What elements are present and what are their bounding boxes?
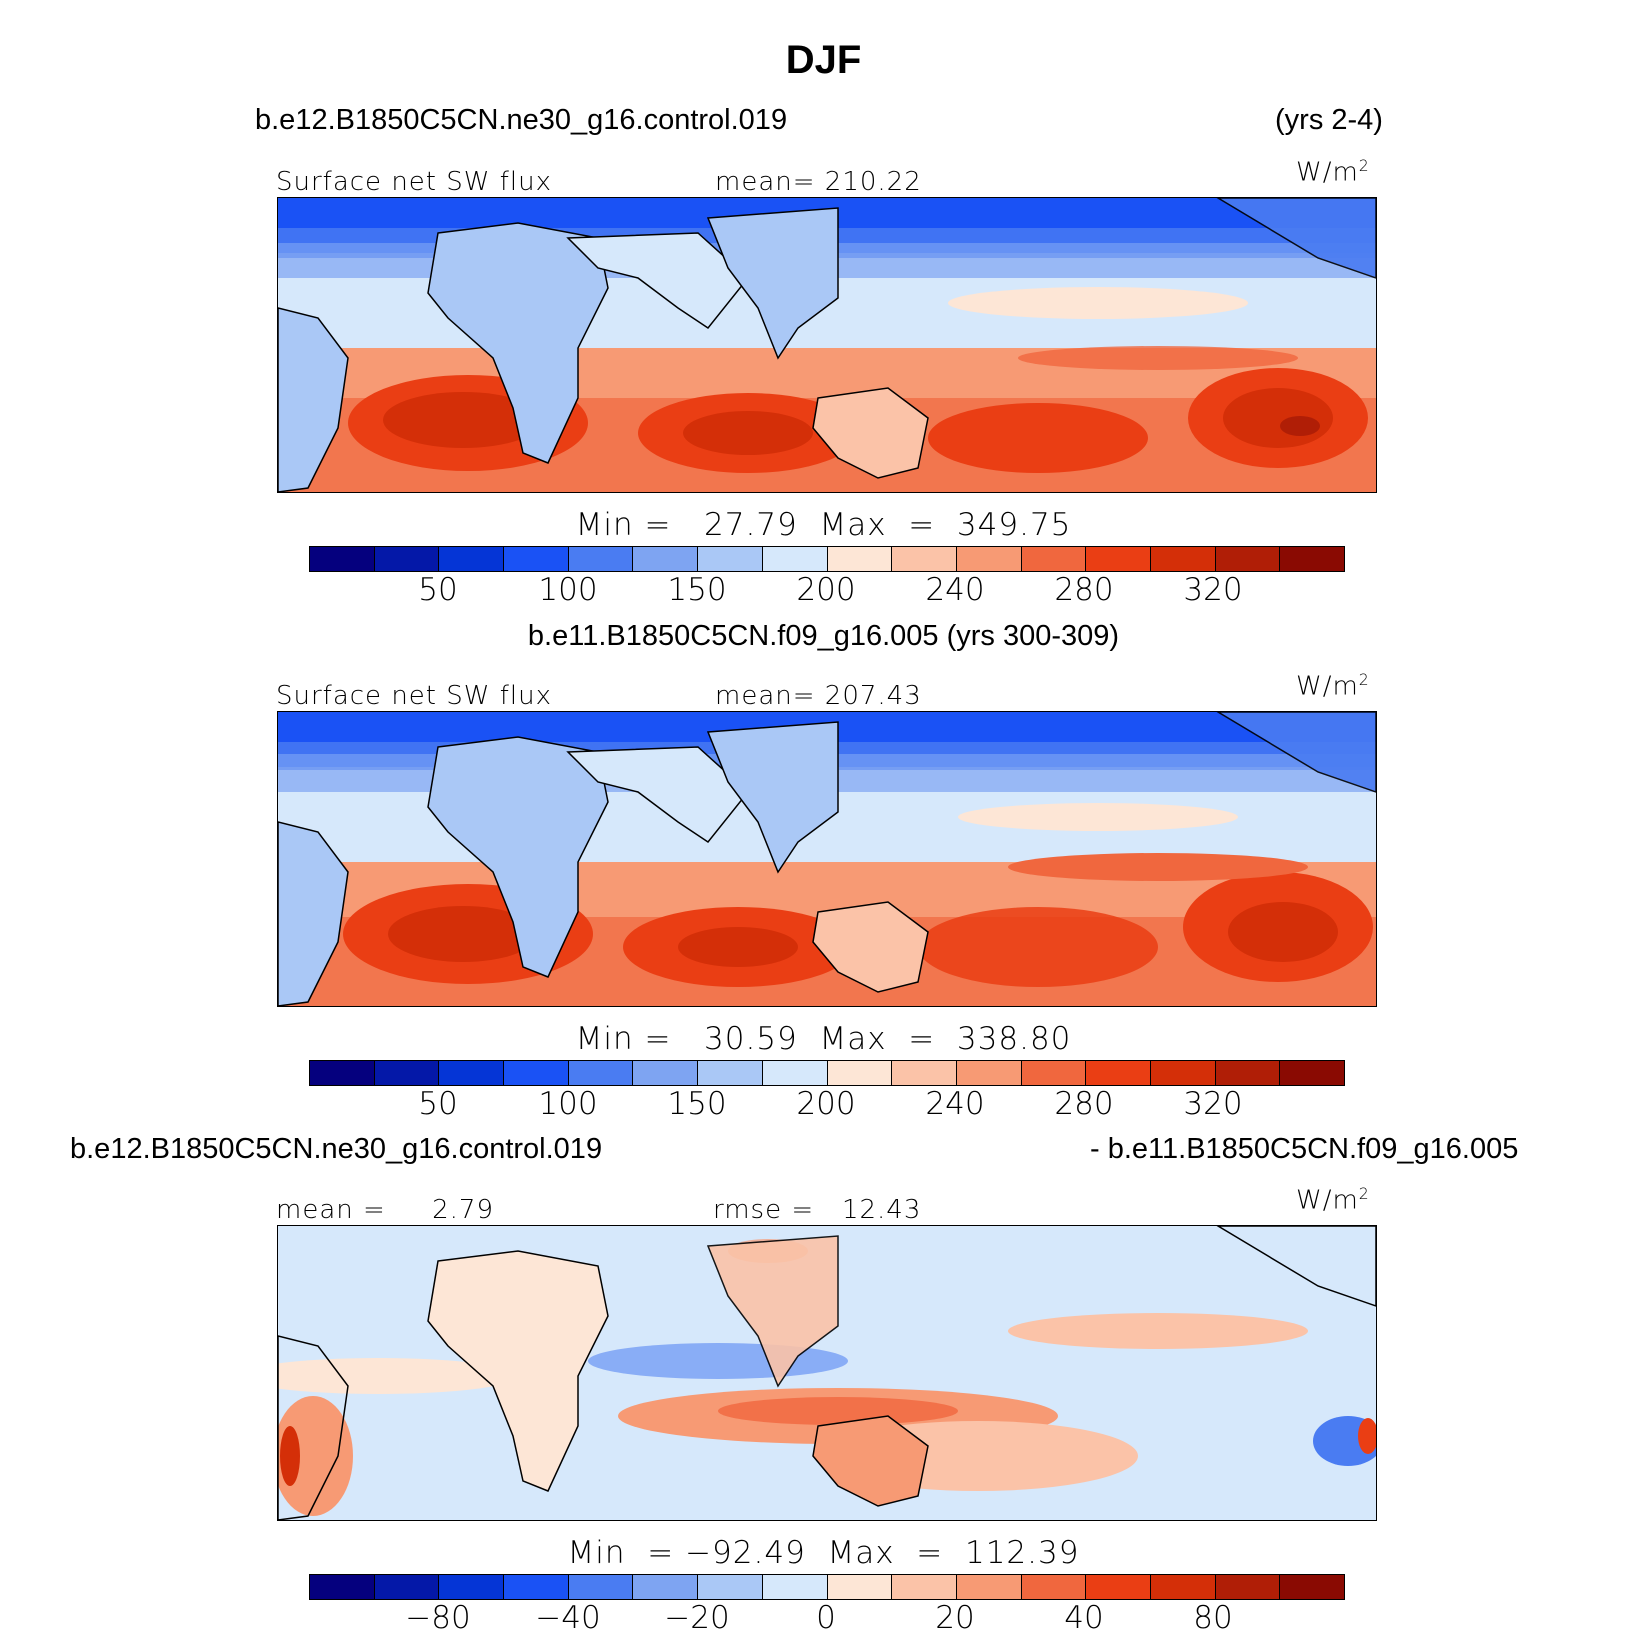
colorbar-tick: 50 bbox=[418, 572, 458, 608]
panel2-variable: Surface net SW flux bbox=[276, 681, 552, 711]
colorbar-swatch bbox=[504, 1575, 569, 1599]
colorbar-tick: 40 bbox=[1064, 1600, 1104, 1636]
panel1-map bbox=[277, 197, 1377, 493]
colorbar-swatch bbox=[374, 547, 440, 571]
case1-years: (yrs 2-4) bbox=[1275, 104, 1383, 136]
panel3-colorbar bbox=[309, 1574, 1345, 1600]
panel1-mean: mean= 210.22 bbox=[715, 167, 922, 197]
diff-case-right: - b.e11.B1850C5CN.f09_g16.005 bbox=[1090, 1133, 1519, 1165]
colorbar-swatch bbox=[956, 1061, 1022, 1085]
colorbar-swatch bbox=[439, 1061, 505, 1085]
colorbar-swatch bbox=[1280, 1575, 1344, 1599]
colorbar-swatch bbox=[310, 1575, 375, 1599]
panel1-units: W/m2 bbox=[1296, 157, 1370, 188]
colorbar-swatch bbox=[1086, 1575, 1151, 1599]
colorbar-swatch bbox=[762, 1575, 828, 1599]
colorbar-swatch bbox=[504, 547, 569, 571]
colorbar-swatch bbox=[439, 1575, 505, 1599]
colorbar-swatch bbox=[1086, 1061, 1151, 1085]
colorbar-swatch bbox=[827, 547, 893, 571]
figure-title: DJF bbox=[785, 38, 862, 82]
colorbar-swatch bbox=[568, 547, 634, 571]
colorbar-swatch bbox=[1021, 1575, 1087, 1599]
panel3-units: W/m2 bbox=[1296, 1185, 1370, 1216]
colorbar-tick: 320 bbox=[1183, 1086, 1243, 1122]
colorbar-swatch bbox=[1021, 1061, 1087, 1085]
colorbar-swatch bbox=[956, 547, 1022, 571]
colorbar-tick: −20 bbox=[664, 1600, 730, 1636]
colorbar-tick: 320 bbox=[1183, 572, 1243, 608]
colorbar-tick: 240 bbox=[925, 1086, 985, 1122]
colorbar-swatch bbox=[568, 1575, 634, 1599]
colorbar-swatch bbox=[698, 1575, 763, 1599]
colorbar-tick: 20 bbox=[935, 1600, 975, 1636]
colorbar-swatch bbox=[310, 547, 375, 571]
colorbar-swatch bbox=[827, 1061, 893, 1085]
colorbar-swatch bbox=[1215, 547, 1281, 571]
panel3-minmax: Min = −92.49 Max = 112.39 bbox=[567, 1535, 1080, 1571]
colorbar-swatch bbox=[698, 547, 763, 571]
colorbar-swatch bbox=[1215, 1061, 1281, 1085]
diff-case-left: b.e12.B1850C5CN.ne30_g16.control.019 bbox=[70, 1133, 603, 1165]
colorbar-swatch bbox=[1280, 1061, 1344, 1085]
colorbar-swatch bbox=[633, 547, 699, 571]
colorbar-swatch bbox=[1150, 1575, 1216, 1599]
panel2-map bbox=[277, 711, 1377, 1007]
panel2-units: W/m2 bbox=[1296, 671, 1370, 702]
colorbar-tick: 280 bbox=[1054, 1086, 1114, 1122]
colorbar-swatch bbox=[633, 1061, 699, 1085]
colorbar-tick: 240 bbox=[925, 572, 985, 608]
panel1-colorbar bbox=[309, 546, 1345, 572]
colorbar-swatch bbox=[1280, 547, 1344, 571]
panel3-map bbox=[277, 1225, 1377, 1521]
colorbar-tick: 150 bbox=[667, 572, 727, 608]
panel2-colorbar bbox=[309, 1060, 1345, 1086]
colorbar-swatch bbox=[1215, 1575, 1281, 1599]
colorbar-tick: −80 bbox=[405, 1600, 471, 1636]
panel1-variable: Surface net SW flux bbox=[276, 167, 552, 197]
colorbar-swatch bbox=[374, 1575, 440, 1599]
colorbar-swatch bbox=[310, 1061, 375, 1085]
colorbar-swatch bbox=[633, 1575, 699, 1599]
colorbar-swatch bbox=[374, 1061, 440, 1085]
colorbar-swatch bbox=[698, 1061, 763, 1085]
panel3-mean: mean = 2.79 bbox=[276, 1195, 494, 1225]
colorbar-tick: 100 bbox=[538, 1086, 598, 1122]
colorbar-swatch bbox=[504, 1061, 569, 1085]
case1-name: b.e12.B1850C5CN.ne30_g16.control.019 bbox=[255, 104, 788, 136]
colorbar-swatch bbox=[956, 1575, 1022, 1599]
colorbar-swatch bbox=[439, 547, 505, 571]
colorbar-swatch bbox=[762, 1061, 828, 1085]
colorbar-swatch bbox=[892, 547, 957, 571]
panel2-minmax: Min = 30.59 Max = 338.80 bbox=[575, 1021, 1072, 1057]
colorbar-tick: 280 bbox=[1054, 572, 1114, 608]
colorbar-swatch bbox=[568, 1061, 634, 1085]
colorbar-tick: 200 bbox=[796, 1086, 856, 1122]
panel1-minmax: Min = 27.79 Max = 349.75 bbox=[575, 507, 1072, 543]
colorbar-tick: 200 bbox=[796, 572, 856, 608]
colorbar-swatch bbox=[1150, 547, 1216, 571]
colorbar-tick: 100 bbox=[538, 572, 598, 608]
colorbar-swatch bbox=[762, 547, 828, 571]
colorbar-swatch bbox=[1021, 547, 1087, 571]
colorbar-swatch bbox=[1086, 547, 1151, 571]
colorbar-swatch bbox=[827, 1575, 893, 1599]
panel3-rmse: rmse = 12.43 bbox=[713, 1195, 922, 1225]
colorbar-tick: 50 bbox=[418, 1086, 458, 1122]
colorbar-tick: 0 bbox=[816, 1600, 836, 1636]
colorbar-swatch bbox=[892, 1575, 957, 1599]
colorbar-tick: −40 bbox=[535, 1600, 601, 1636]
colorbar-tick: 150 bbox=[667, 1086, 727, 1122]
case2-label: b.e11.B1850C5CN.f09_g16.005 (yrs 300-309… bbox=[527, 620, 1120, 652]
colorbar-tick: 80 bbox=[1193, 1600, 1233, 1636]
colorbar-swatch bbox=[1150, 1061, 1216, 1085]
panel2-mean: mean= 207.43 bbox=[715, 681, 922, 711]
colorbar-swatch bbox=[892, 1061, 957, 1085]
